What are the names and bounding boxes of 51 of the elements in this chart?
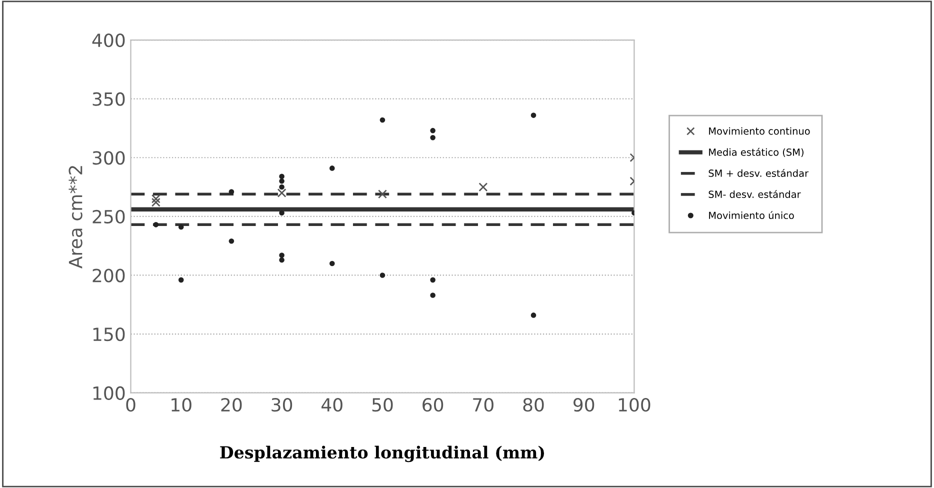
point <box>277 188 286 198</box>
point <box>530 312 536 318</box>
legend-label: Media estático (SM) <box>709 148 804 157</box>
legend-label: SM + desv. estándar <box>708 168 809 177</box>
point <box>279 174 284 180</box>
y-axis-title: Area cm**2 <box>68 166 82 268</box>
y-tick-label: 200 <box>92 268 125 282</box>
point <box>279 257 284 263</box>
legend-label: Movimiento continuo <box>709 127 810 135</box>
x-tick-label: 70 <box>473 398 494 412</box>
point <box>430 134 436 140</box>
legend-label: Movimiento único <box>709 211 794 220</box>
point <box>430 128 436 134</box>
x-tick-label: 30 <box>272 398 292 412</box>
point <box>430 292 436 298</box>
point <box>279 184 284 190</box>
point <box>530 112 536 118</box>
point <box>329 260 335 266</box>
x-tick-label: 80 <box>523 398 544 412</box>
point <box>329 166 335 171</box>
x-tick-label: 40 <box>322 398 342 412</box>
point <box>478 182 488 192</box>
y-tick-label: 350 <box>92 92 125 106</box>
x-tick-label: 50 <box>372 398 393 412</box>
point <box>380 117 386 123</box>
x-tick-label: 90 <box>573 398 594 412</box>
y-tick-label: 400 <box>92 33 125 48</box>
y-tick-label: 150 <box>93 327 125 342</box>
point <box>279 252 284 258</box>
point <box>430 277 436 283</box>
x-axis-title: Desplazamiento longitudinal (mm) <box>220 446 544 462</box>
x-tick-label: 0 <box>126 398 136 412</box>
point <box>380 272 386 278</box>
point <box>178 277 184 283</box>
x-tick-label: 10 <box>172 398 192 412</box>
point <box>178 224 184 230</box>
y-tick-label: 250 <box>92 210 125 224</box>
point <box>279 210 284 216</box>
x-tick-label: 60 <box>422 398 444 412</box>
point <box>279 178 284 184</box>
x-tick-label: 100 <box>618 398 650 412</box>
x-tick-label: 20 <box>221 398 242 412</box>
point <box>228 189 234 194</box>
point <box>151 194 160 204</box>
y-tick-label: 100 <box>93 386 125 400</box>
point <box>151 198 160 207</box>
point <box>378 190 387 199</box>
point <box>153 222 159 228</box>
point <box>228 238 234 244</box>
y-tick-label: 300 <box>92 151 125 165</box>
legend-label: SM- desv. estándar <box>708 190 801 198</box>
